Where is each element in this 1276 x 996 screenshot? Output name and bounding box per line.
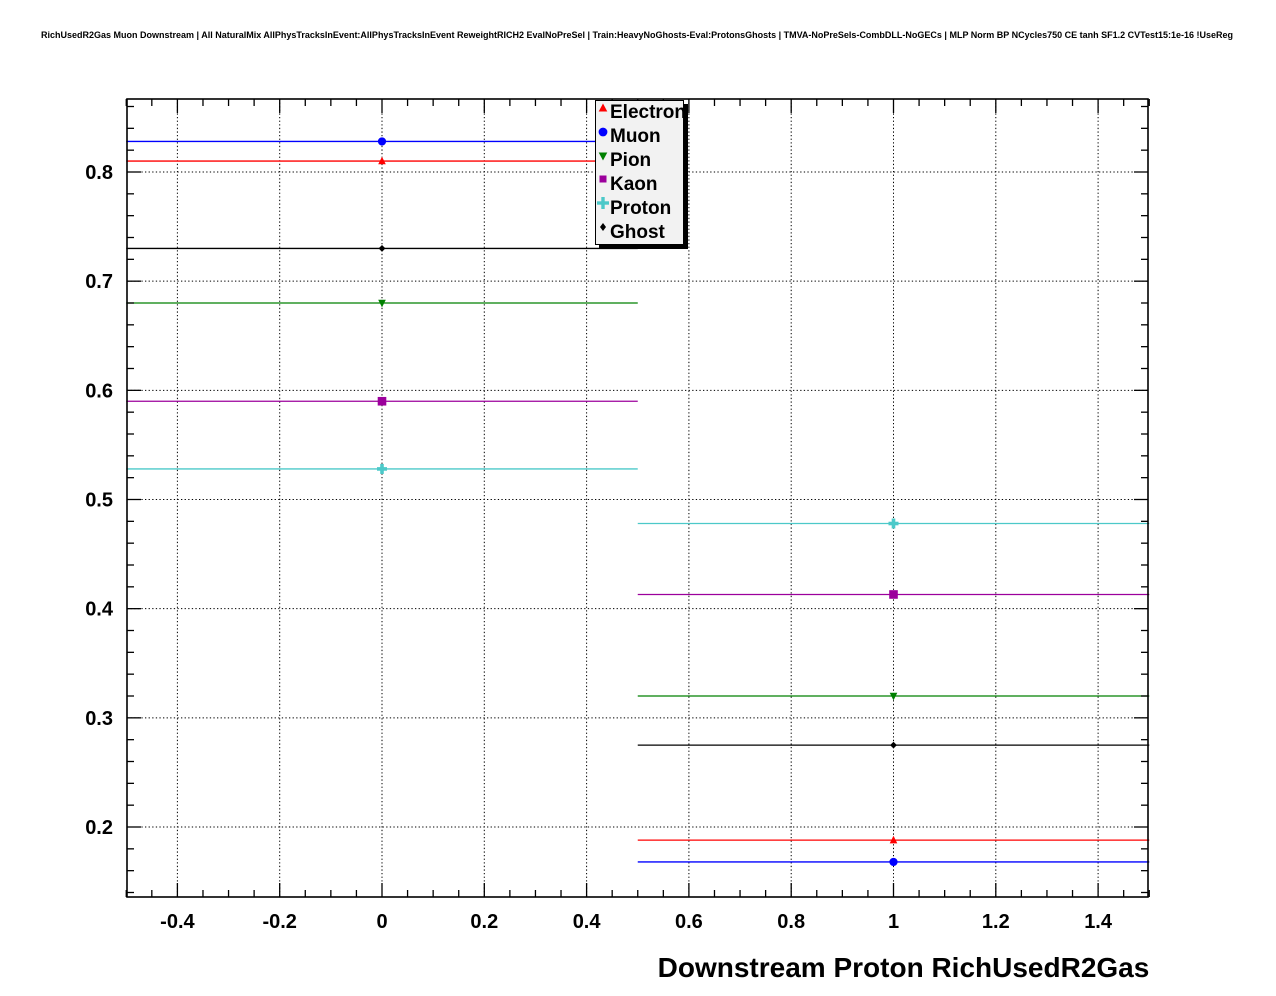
svg-text:Downstream Proton RichUsedR2Ga: Downstream Proton RichUsedR2Gas	[658, 952, 1150, 983]
svg-text:1.4: 1.4	[1084, 911, 1113, 933]
svg-text:0.2: 0.2	[470, 911, 498, 933]
svg-text:-0.4: -0.4	[160, 911, 195, 933]
svg-text:1: 1	[888, 911, 899, 933]
svg-text:0.4: 0.4	[85, 599, 114, 621]
svg-text:0.8: 0.8	[777, 911, 805, 933]
svg-text:0.5: 0.5	[85, 490, 113, 512]
svg-text:-0.2: -0.2	[262, 911, 296, 933]
svg-text:0: 0	[376, 911, 387, 933]
svg-text:0.3: 0.3	[85, 708, 113, 730]
svg-text:0.7: 0.7	[85, 271, 113, 293]
svg-text:0.6: 0.6	[85, 380, 113, 402]
svg-text:0.4: 0.4	[573, 911, 602, 933]
svg-text:0.2: 0.2	[85, 817, 113, 839]
svg-text:1.2: 1.2	[982, 911, 1010, 933]
svg-text:0.6: 0.6	[675, 911, 703, 933]
svg-text:0.8: 0.8	[85, 162, 113, 184]
